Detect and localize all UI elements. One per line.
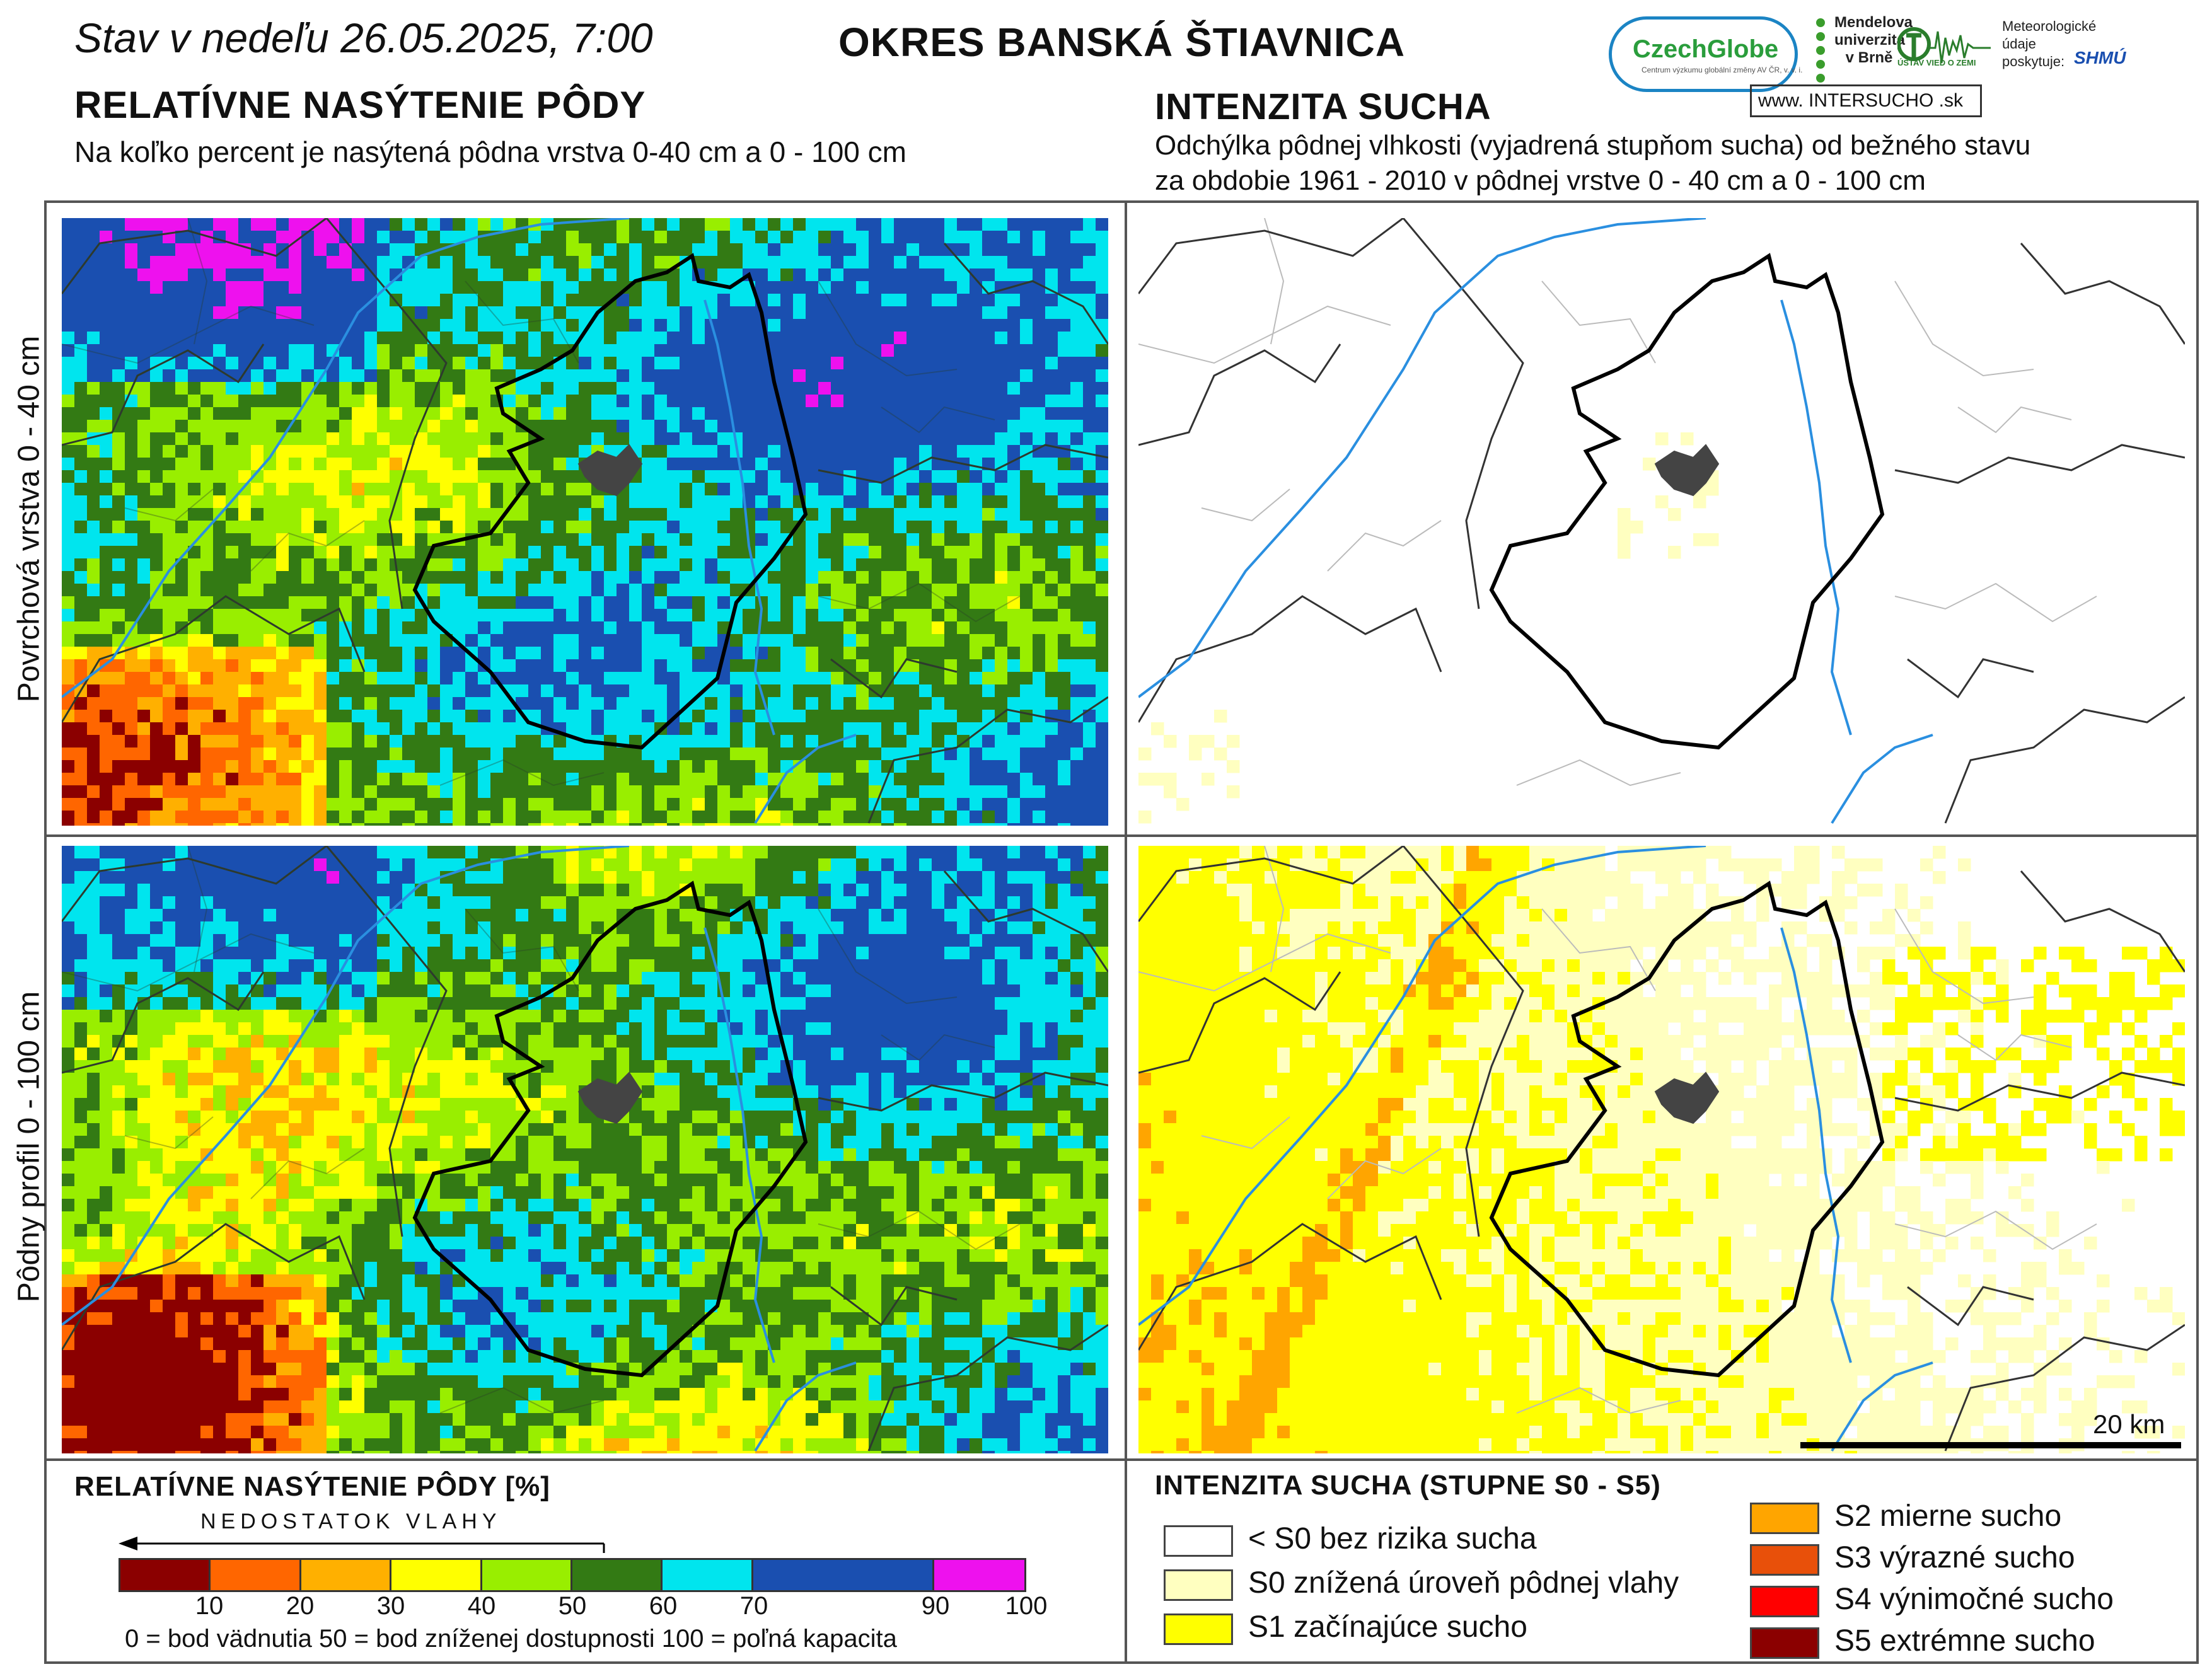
panel-frame: [44, 200, 2199, 1664]
saturation-raster: [62, 218, 1108, 826]
map-saturation-topsoil[interactable]: [62, 218, 1108, 826]
saturation-title: RELATÍVNE NASÝTENIE PÔDY: [74, 84, 646, 126]
colorbar-tick-label: 30: [376, 1592, 405, 1620]
map-lines: [62, 218, 1108, 824]
saturation-colorbar: [119, 1558, 1026, 1592]
mendel-logo-text: Mendelova univerzita v Brně: [1834, 14, 1913, 66]
map-lines: [62, 846, 1108, 1452]
colorbar-tick-label: 20: [286, 1592, 315, 1620]
town-area: [1654, 1071, 1720, 1124]
town-area: [1654, 444, 1720, 497]
drought-subtitle-line1: Odchýlka pôdnej vlhkosti (vyjadrená stup…: [1155, 130, 2031, 161]
row-label-bottom: Pôdny profil 0 - 100 cm: [12, 991, 46, 1303]
district-title: OKRES BANSKÁ ŠTIAVNICA: [838, 20, 1406, 65]
map-saturation-profile[interactable]: [62, 846, 1108, 1453]
drought-title: INTENZITA SUCHA: [1155, 86, 1491, 127]
map-drought-topsoil[interactable]: [1138, 218, 2185, 826]
drought-legend-swatch: [1750, 1627, 1819, 1659]
town-area: [577, 444, 643, 497]
meteo-provider-text: Meteorologické údaje poskytuje:: [2002, 18, 2097, 69]
colorbar-segment: [120, 1560, 211, 1590]
colorbar-segment: [934, 1560, 1025, 1590]
uvz-logo-icon: [1897, 27, 1991, 64]
drought-legend-swatch: [1750, 1544, 1819, 1576]
scale-label: 20 km: [2093, 1409, 2165, 1439]
colorbar-segment: [482, 1560, 573, 1590]
district-boundary: [412, 880, 808, 1378]
drought-legend-label: S5 extrémne sucho: [1834, 1624, 2095, 1658]
shmu-logo-text: SHMÚ: [2074, 48, 2126, 67]
drought-subtitle-line2: za obdobie 1961 - 2010 v pôdnej vrstve 0…: [1155, 165, 1926, 196]
czechglobe-logo-text: CzechGlobe: [1633, 35, 1779, 63]
saturation-raster: [62, 846, 1108, 1453]
drought-legend-swatch: [1164, 1613, 1233, 1645]
intersucho-logo[interactable]: www. INTERSUCHO .sk: [1750, 84, 1982, 117]
saturation-legend-title: RELATÍVNE NASÝTENIE PÔDY [%]: [74, 1471, 550, 1502]
colorbar-tick-label: 60: [649, 1592, 678, 1620]
drought-legend-label: S2 mierne sucho: [1834, 1499, 2062, 1533]
town-area: [577, 1071, 643, 1124]
district-boundary: [1489, 880, 1885, 1378]
drought-legend-swatch: [1164, 1569, 1233, 1601]
drought-legend-swatch: [1750, 1586, 1819, 1617]
drought-legend-label: S3 výrazné sucho: [1834, 1541, 2075, 1574]
colorbar-segment: [301, 1560, 392, 1590]
colorbar-segment: [572, 1560, 663, 1590]
czechglobe-logo-subtext: Centrum výzkumu globální změny AV ČR, v.…: [1642, 66, 1803, 74]
colorbar-segment: [663, 1560, 753, 1590]
map-lines: [1138, 846, 2185, 1452]
drought-legend-label: S0 znížená úroveň pôdnej vlahy: [1248, 1566, 1679, 1600]
colorbar-segment: [753, 1560, 934, 1590]
drought-legend-label: < S0 bez rizika sucha: [1248, 1522, 1537, 1556]
deficit-arrow-icon: [119, 1537, 605, 1553]
moisture-deficit-label: NEDOSTATOK VLAHY: [200, 1509, 502, 1533]
district-boundary: [1489, 253, 1885, 750]
legend-divider: [44, 1458, 2199, 1461]
saturation-subtitle: Na koľko percent je nasýtená pôdna vrstv…: [74, 136, 906, 168]
colorbar-tick-label: 100: [1005, 1592, 1048, 1620]
colorbar-tick-label: 50: [558, 1592, 587, 1620]
colorbar-segment: [211, 1560, 301, 1590]
drought-legend-swatch: [1164, 1525, 1233, 1557]
date-text: Stav v nedeľu 26.05.2025, 7:00: [74, 14, 653, 61]
map-drought-profile[interactable]: [1138, 846, 2185, 1453]
colorbar-tick-label: 90: [921, 1592, 950, 1620]
saturation-legend-note: 0 = bod vädnutia 50 = bod zníženej dostu…: [125, 1625, 897, 1653]
colorbar-segment: [391, 1560, 482, 1590]
drought-legend-label: S1 začínajúce sucho: [1248, 1610, 1527, 1644]
drought-raster: [1138, 432, 1719, 824]
drought-legend-label: S4 výnimočné sucho: [1834, 1583, 2114, 1616]
mendel-logo-icon: [1816, 18, 1825, 83]
colorbar-tick-label: 70: [739, 1592, 768, 1620]
drought-raster: [1138, 846, 2185, 1453]
row-label-top: Povrchová vrstva 0 - 40 cm: [12, 335, 46, 703]
panel-divider-vertical: [1125, 200, 1127, 1664]
colorbar-tick-label: 10: [195, 1592, 224, 1620]
panel-divider-horizontal: [44, 834, 2199, 837]
district-boundary: [412, 253, 808, 750]
scale-bar: [1800, 1442, 2181, 1448]
czechglobe-logo: [1609, 16, 1798, 92]
uvz-logo-text: ÚSTAV VIED O ZEMI: [1897, 58, 1976, 67]
drought-legend-title: INTENZITA SUCHA (STUPNE S0 - S5): [1155, 1470, 1661, 1501]
colorbar-tick-label: 40: [467, 1592, 496, 1620]
map-lines: [1138, 218, 2185, 824]
drought-legend-swatch: [1750, 1503, 1819, 1534]
